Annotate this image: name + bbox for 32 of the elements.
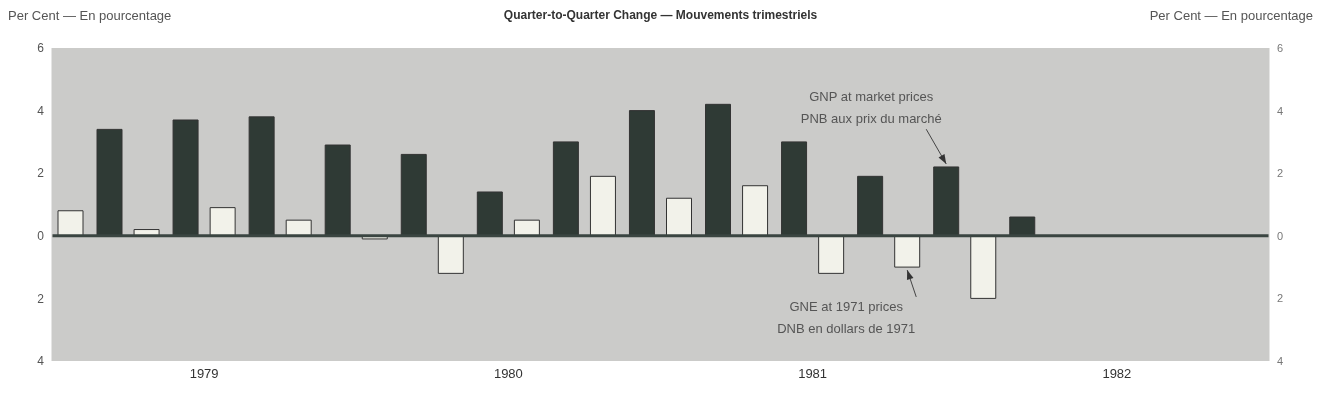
bar (589, 175, 616, 237)
bar (666, 197, 692, 237)
y2-axis-title: Per Cent — En pourcentage (1149, 8, 1313, 23)
bar (742, 185, 769, 237)
bar (209, 207, 236, 237)
bar (57, 210, 84, 237)
y-tick-label: 0 (37, 229, 45, 244)
y2-tick-label: 6 (1277, 41, 1284, 54)
y-tick-label: 4 (37, 354, 45, 369)
text: 1981 (798, 366, 828, 381)
bar (970, 235, 997, 299)
y-tick-label: 2 (37, 166, 45, 181)
y-tick-label: 6 (37, 41, 45, 56)
text: 1979 (189, 366, 219, 381)
annotation: DNB en dollars de 1971 (777, 320, 916, 336)
bar (894, 235, 921, 268)
y2-tick-label: 4 (1277, 104, 1284, 117)
text: GNE at 1971 prices (789, 298, 904, 314)
text: 1982 (1102, 366, 1132, 381)
y2-tick-label: 4 (1277, 354, 1284, 367)
bar (818, 235, 845, 274)
y2-tick-label: 2 (1277, 292, 1284, 305)
y-tick-label: 4 (37, 103, 45, 118)
y-axis-title: Per Cent — En pourcentage (8, 8, 172, 23)
text: 1980 (493, 366, 523, 381)
y2-tick-label: 2 (1277, 167, 1284, 180)
chart-title: Quarter-to-Quarter Change — Mouvements trimestriels (503, 8, 818, 22)
bar (437, 235, 464, 274)
text: GNP at market prices (809, 89, 934, 105)
y-tick-label: 2 (37, 291, 45, 306)
y2-tick-label: 0 (1277, 229, 1284, 242)
annotation: PNB aux prix du marché (800, 111, 942, 127)
